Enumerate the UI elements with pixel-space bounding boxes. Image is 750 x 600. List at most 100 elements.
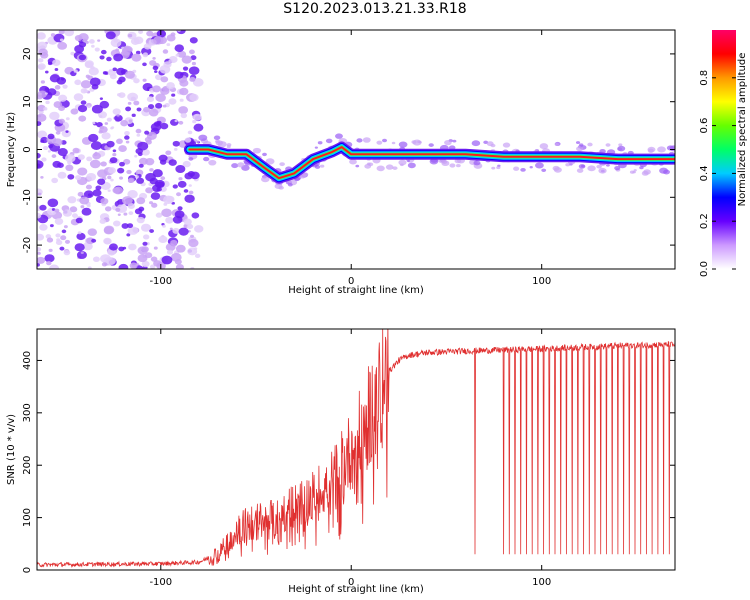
noise-blob bbox=[175, 53, 180, 57]
noise-blob bbox=[61, 229, 67, 234]
halo-blob bbox=[596, 164, 602, 169]
noise-blob bbox=[127, 226, 139, 235]
y-tick-label: 100 bbox=[22, 508, 33, 527]
noise-blob bbox=[74, 45, 85, 53]
halo-blob bbox=[520, 167, 526, 172]
noise-blob bbox=[178, 120, 184, 125]
noise-blob bbox=[166, 34, 176, 42]
noise-blob bbox=[112, 108, 121, 115]
noise-blob bbox=[54, 217, 64, 225]
noise-blob bbox=[175, 164, 186, 174]
noise-blob bbox=[174, 44, 185, 53]
noise-blob bbox=[160, 122, 169, 130]
noise-blob bbox=[77, 191, 84, 197]
noise-blob bbox=[144, 130, 150, 135]
y-tick-label: 10 bbox=[22, 95, 33, 108]
noise-blob bbox=[123, 158, 131, 165]
noise-blob bbox=[62, 209, 73, 217]
halo-blob bbox=[617, 145, 626, 152]
halo-blob bbox=[231, 163, 239, 169]
noise-blob bbox=[184, 194, 195, 203]
noise-blob bbox=[40, 176, 44, 179]
noise-blob bbox=[144, 252, 153, 259]
noise-blob bbox=[134, 154, 138, 158]
noise-blob bbox=[47, 198, 59, 208]
halo-blob bbox=[349, 159, 357, 165]
noise-blob bbox=[64, 153, 76, 163]
noise-blob bbox=[63, 249, 71, 256]
noise-blob bbox=[80, 251, 84, 255]
chart-title: S120.2023.013.21.33.R18 bbox=[283, 1, 467, 17]
noise-blob bbox=[41, 157, 47, 162]
halo-blob bbox=[203, 156, 210, 162]
noise-blob bbox=[47, 88, 57, 96]
halo-blob bbox=[553, 167, 562, 173]
noise-blob bbox=[172, 184, 178, 189]
noise-blob bbox=[44, 92, 48, 95]
noise-blob bbox=[184, 137, 192, 143]
noise-blob bbox=[100, 161, 107, 167]
noise-blob bbox=[86, 173, 97, 181]
halo-blob bbox=[539, 143, 549, 150]
noise-blob bbox=[126, 233, 131, 237]
noise-blob bbox=[78, 115, 87, 122]
noise-blob bbox=[67, 174, 75, 180]
halo-blob bbox=[605, 163, 610, 167]
halo-blob bbox=[265, 158, 275, 165]
noise-blob bbox=[148, 108, 159, 117]
noise-blob bbox=[170, 252, 182, 262]
noise-blob bbox=[149, 264, 156, 269]
noise-blob bbox=[118, 76, 126, 83]
noise-blob bbox=[156, 30, 166, 38]
noise-blob bbox=[77, 167, 88, 176]
noise-blob bbox=[102, 71, 108, 75]
noise-blob bbox=[37, 247, 42, 252]
noise-blob bbox=[180, 112, 188, 119]
noise-blob bbox=[138, 163, 144, 168]
noise-blob bbox=[131, 113, 136, 117]
halo-blob bbox=[441, 160, 448, 164]
noise-blob bbox=[125, 140, 130, 144]
noise-blob bbox=[147, 104, 155, 110]
noise-blob bbox=[63, 225, 68, 229]
noise-blob bbox=[64, 30, 75, 37]
noise-blob bbox=[37, 63, 46, 70]
noise-blob bbox=[106, 140, 115, 148]
noise-blob bbox=[175, 244, 186, 253]
noise-blob bbox=[192, 119, 197, 124]
x-axis-label: Height of straight line (km) bbox=[288, 584, 424, 595]
noise-blob bbox=[193, 247, 198, 251]
halo-blob bbox=[356, 138, 363, 143]
y-tick-label: 20 bbox=[22, 48, 33, 61]
noise-blob bbox=[118, 145, 127, 153]
y-axis-label: SNR (10 * v/v) bbox=[6, 414, 17, 485]
halo-blob bbox=[215, 140, 224, 146]
noise-blob bbox=[57, 148, 68, 157]
noise-blob bbox=[71, 213, 78, 218]
noise-blob bbox=[174, 119, 178, 123]
noise-blob bbox=[150, 192, 161, 200]
noise-blob bbox=[101, 262, 108, 267]
noise-blob bbox=[89, 159, 101, 169]
halo-blob bbox=[614, 166, 621, 171]
noise-blob bbox=[108, 69, 113, 72]
halo-blob bbox=[565, 163, 570, 167]
halo-blob bbox=[633, 169, 637, 172]
noise-blob bbox=[146, 30, 154, 37]
noise-blob bbox=[181, 55, 192, 64]
noise-blob bbox=[97, 178, 106, 186]
noise-blob bbox=[77, 154, 85, 160]
noise-blob bbox=[37, 160, 44, 169]
noise-blob bbox=[51, 154, 57, 158]
halo-blob bbox=[278, 185, 284, 190]
noise-blob bbox=[107, 167, 116, 174]
noise-blob bbox=[163, 61, 172, 68]
noise-blob bbox=[189, 93, 199, 102]
noise-blob bbox=[193, 123, 204, 132]
noise-blob bbox=[142, 78, 147, 82]
noise-blob bbox=[76, 232, 86, 241]
noise-blob bbox=[151, 202, 158, 208]
halo-blob bbox=[208, 159, 217, 166]
noise-blob bbox=[85, 74, 90, 79]
noise-blob bbox=[88, 133, 99, 143]
